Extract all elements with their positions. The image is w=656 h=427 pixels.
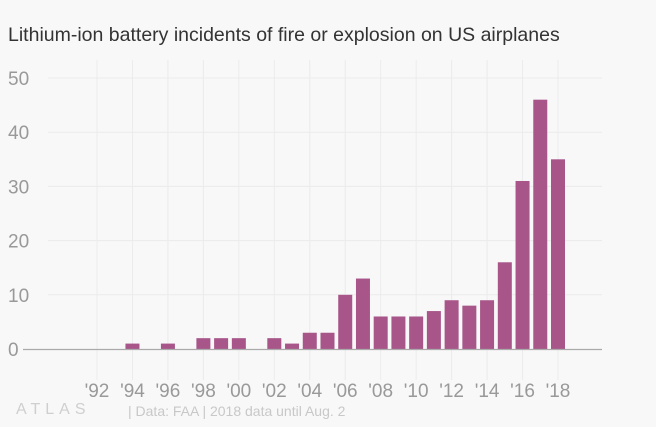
bar-1994 — [125, 343, 140, 349]
bar-1998 — [196, 338, 211, 349]
y-tick-label: 30 — [8, 177, 29, 198]
bar-2005 — [320, 332, 335, 349]
bar-2010 — [409, 316, 424, 349]
x-tick-label: '02 — [262, 381, 287, 402]
bar-2007 — [355, 278, 370, 349]
bar-2002 — [267, 338, 282, 349]
x-tick-label: '98 — [191, 381, 216, 402]
atlas-logo: ATLAS — [16, 401, 91, 419]
bar-2017 — [533, 99, 548, 350]
y-tick-label: 50 — [8, 69, 29, 90]
x-tick-label: '08 — [368, 381, 393, 402]
x-tick-label: '96 — [156, 381, 181, 402]
atlas-logo-text: ATLAS — [16, 401, 91, 418]
x-tick-label: '04 — [297, 381, 322, 402]
bar-2015 — [497, 262, 512, 349]
bar-2000 — [231, 338, 246, 349]
x-tick-label: '10 — [404, 381, 429, 402]
x-tick-label: '12 — [439, 381, 464, 402]
bar-1996 — [160, 343, 175, 349]
bar-2018 — [551, 159, 565, 349]
x-tick-label: '18 — [546, 381, 571, 402]
bar-2003 — [285, 343, 300, 349]
bar-2012 — [444, 300, 459, 349]
bar-2009 — [391, 316, 406, 349]
x-tick-label: '14 — [475, 381, 500, 402]
bar-2004 — [302, 332, 317, 349]
chart-title: Lithium-ion battery incidents of fire or… — [8, 24, 560, 46]
bar-2006 — [338, 294, 353, 349]
y-tick-label: 40 — [8, 123, 29, 144]
x-tick-label: '00 — [226, 381, 251, 402]
bar-2016 — [515, 180, 530, 349]
y-tick-label: 10 — [8, 286, 29, 307]
x-tick-label: '06 — [333, 381, 358, 402]
y-tick-label: 0 — [8, 340, 19, 361]
bar-2008 — [373, 316, 388, 349]
bar-2013 — [462, 305, 477, 349]
bar-2014 — [480, 300, 495, 349]
y-tick-label: 20 — [8, 232, 29, 253]
bar-2011 — [426, 311, 441, 349]
x-tick-label: '92 — [85, 381, 110, 402]
x-tick-label: '94 — [120, 381, 145, 402]
x-tick-label: '16 — [510, 381, 535, 402]
bar-1999 — [214, 338, 229, 349]
source-note: | Data: FAA | 2018 data until Aug. 2 — [128, 403, 346, 419]
